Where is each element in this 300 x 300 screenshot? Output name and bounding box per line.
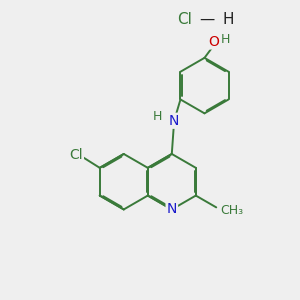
Text: Cl: Cl <box>177 12 192 27</box>
Text: —: — <box>199 12 214 27</box>
Text: N: N <box>167 202 177 216</box>
Text: H: H <box>153 110 162 123</box>
Text: H: H <box>223 12 234 27</box>
Text: N: N <box>169 114 179 128</box>
Text: O: O <box>208 35 219 49</box>
Text: CH₃: CH₃ <box>220 204 243 217</box>
Text: Cl: Cl <box>69 148 83 162</box>
Text: H: H <box>220 33 230 46</box>
